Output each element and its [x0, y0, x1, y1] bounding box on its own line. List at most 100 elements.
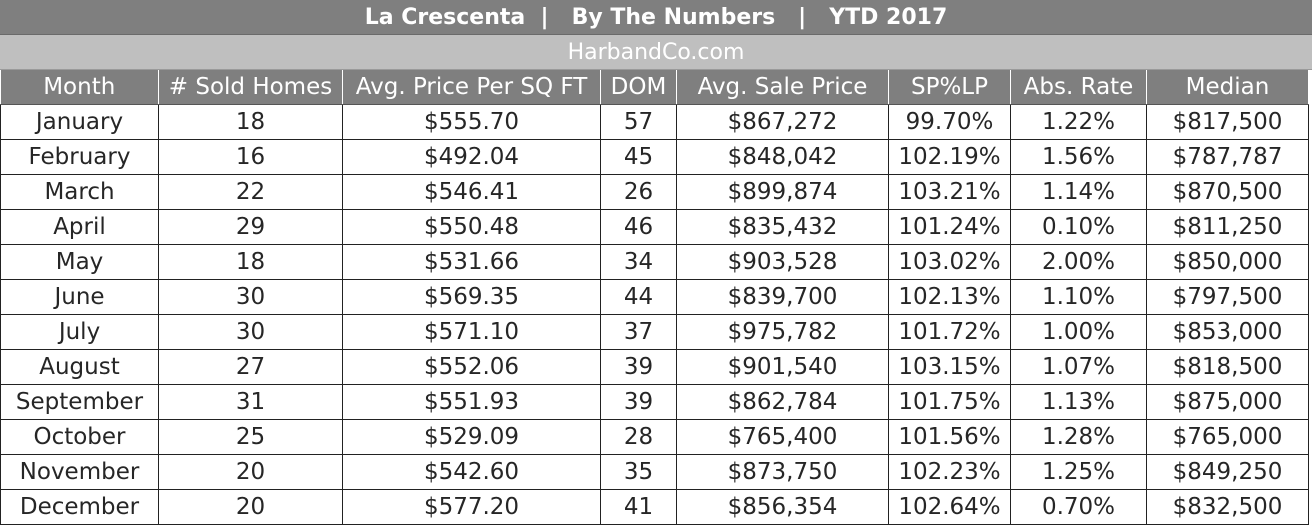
sp-lp-cell: 101.24%	[888, 209, 1011, 245]
avg-sale-price-cell: $903,528	[676, 244, 889, 280]
sp-lp-cell: 103.21%	[888, 174, 1011, 210]
median-cell: $832,500	[1146, 489, 1309, 525]
sold-homes-cell: 31	[158, 384, 343, 420]
median-cell: $811,250	[1146, 209, 1309, 245]
column-header-dom: DOM	[600, 70, 677, 105]
median-cell: $817,500	[1146, 104, 1309, 140]
median-cell: $797,500	[1146, 279, 1309, 315]
abs-rate-cell: 0.70%	[1010, 489, 1147, 525]
sold-homes-cell: 25	[158, 419, 343, 455]
month-cell: November	[0, 454, 159, 490]
month-cell: September	[0, 384, 159, 420]
price-per-sqft-cell: $569.35	[342, 279, 601, 315]
abs-rate-cell: 1.14%	[1010, 174, 1147, 210]
price-per-sqft-cell: $552.06	[342, 349, 601, 385]
avg-sale-price-cell: $975,782	[676, 314, 889, 350]
dom-cell: 46	[600, 209, 677, 245]
sp-lp-cell: 102.13%	[888, 279, 1011, 315]
sold-homes-cell: 29	[158, 209, 343, 245]
month-cell: March	[0, 174, 159, 210]
price-per-sqft-cell: $492.04	[342, 139, 601, 175]
dom-cell: 45	[600, 139, 677, 175]
month-cell: July	[0, 314, 159, 350]
price-per-sqft-cell: $531.66	[342, 244, 601, 280]
month-cell: October	[0, 419, 159, 455]
table-row: June 30 $569.35 44 $839,700 102.13% 1.10% $797,…	[0, 279, 1309, 315]
abs-rate-cell: 1.28%	[1010, 419, 1147, 455]
dom-cell: 41	[600, 489, 677, 525]
sp-lp-cell: 103.02%	[888, 244, 1011, 280]
sold-homes-cell: 20	[158, 489, 343, 525]
sp-lp-cell: 99.70%	[888, 104, 1011, 140]
price-per-sqft-cell: $551.93	[342, 384, 601, 420]
month-cell: January	[0, 104, 159, 140]
header-row: Month # Sold Homes Avg. Price Per SQ FT …	[0, 70, 1309, 105]
abs-rate-cell: 1.22%	[1010, 104, 1147, 140]
table-row: October 25 $529.09 28 $765,400 101.56% 1.28% $7…	[0, 419, 1309, 455]
abs-rate-cell: 1.10%	[1010, 279, 1147, 315]
abs-rate-cell: 1.56%	[1010, 139, 1147, 175]
avg-sale-price-cell: $873,750	[676, 454, 889, 490]
abs-rate-cell: 0.10%	[1010, 209, 1147, 245]
month-cell: May	[0, 244, 159, 280]
price-per-sqft-cell: $529.09	[342, 419, 601, 455]
price-per-sqft-cell: $550.48	[342, 209, 601, 245]
median-cell: $765,000	[1146, 419, 1309, 455]
column-header-price-per-sqft: Avg. Price Per SQ FT	[342, 70, 601, 105]
dom-cell: 37	[600, 314, 677, 350]
avg-sale-price-cell: $899,874	[676, 174, 889, 210]
avg-sale-price-cell: $835,432	[676, 209, 889, 245]
dom-cell: 28	[600, 419, 677, 455]
dom-cell: 39	[600, 384, 677, 420]
abs-rate-cell: 1.25%	[1010, 454, 1147, 490]
sold-homes-cell: 30	[158, 279, 343, 315]
median-cell: $853,000	[1146, 314, 1309, 350]
website-subtitle: HarbandCo.com	[0, 35, 1312, 70]
median-cell: $849,250	[1146, 454, 1309, 490]
column-header-abs-rate: Abs. Rate	[1010, 70, 1147, 105]
avg-sale-price-cell: $765,400	[676, 419, 889, 455]
stats-table: Month # Sold Homes Avg. Price Per SQ FT …	[0, 70, 1309, 525]
sp-lp-cell: 102.64%	[888, 489, 1011, 525]
sp-lp-cell: 102.23%	[888, 454, 1011, 490]
table-row: August 27 $552.06 39 $901,540 103.15% 1.07% $81…	[0, 349, 1309, 385]
table-row: January 18 $555.70 57 $867,272 99.70% 1.22% $81…	[0, 104, 1309, 140]
month-cell: December	[0, 489, 159, 525]
dom-cell: 57	[600, 104, 677, 140]
dom-cell: 26	[600, 174, 677, 210]
report-title: La Crescenta | By The Numbers | YTD 2017	[0, 0, 1312, 35]
column-header-month: Month	[0, 70, 159, 105]
table-row: May 18 $531.66 34 $903,528 103.02% 2.00% $850,0…	[0, 244, 1309, 280]
sold-homes-cell: 16	[158, 139, 343, 175]
table-row: December 20 $577.20 41 $856,354 102.64% 0.70% $…	[0, 489, 1309, 525]
month-cell: April	[0, 209, 159, 245]
median-cell: $850,000	[1146, 244, 1309, 280]
median-cell: $787,787	[1146, 139, 1309, 175]
price-per-sqft-cell: $571.10	[342, 314, 601, 350]
table-row: March 22 $546.41 26 $899,874 103.21% 1.14% $870…	[0, 174, 1309, 210]
dom-cell: 39	[600, 349, 677, 385]
price-per-sqft-cell: $577.20	[342, 489, 601, 525]
table-row: November 20 $542.60 35 $873,750 102.23% 1.25% $…	[0, 454, 1309, 490]
month-cell: February	[0, 139, 159, 175]
sold-homes-cell: 18	[158, 244, 343, 280]
sold-homes-cell: 22	[158, 174, 343, 210]
column-header-sp-lp: SP%LP	[888, 70, 1011, 105]
avg-sale-price-cell: $856,354	[676, 489, 889, 525]
sp-lp-cell: 103.15%	[888, 349, 1011, 385]
table-body: January 18 $555.70 57 $867,272 99.70% 1.22% $81…	[0, 104, 1309, 525]
sold-homes-cell: 18	[158, 104, 343, 140]
sp-lp-cell: 102.19%	[888, 139, 1011, 175]
sold-homes-cell: 30	[158, 314, 343, 350]
dom-cell: 35	[600, 454, 677, 490]
avg-sale-price-cell: $867,272	[676, 104, 889, 140]
price-per-sqft-cell: $555.70	[342, 104, 601, 140]
price-per-sqft-cell: $546.41	[342, 174, 601, 210]
column-header-median: Median	[1146, 70, 1309, 105]
avg-sale-price-cell: $839,700	[676, 279, 889, 315]
abs-rate-cell: 1.13%	[1010, 384, 1147, 420]
sold-homes-cell: 27	[158, 349, 343, 385]
sp-lp-cell: 101.56%	[888, 419, 1011, 455]
median-cell: $875,000	[1146, 384, 1309, 420]
column-header-sold-homes: # Sold Homes	[158, 70, 343, 105]
